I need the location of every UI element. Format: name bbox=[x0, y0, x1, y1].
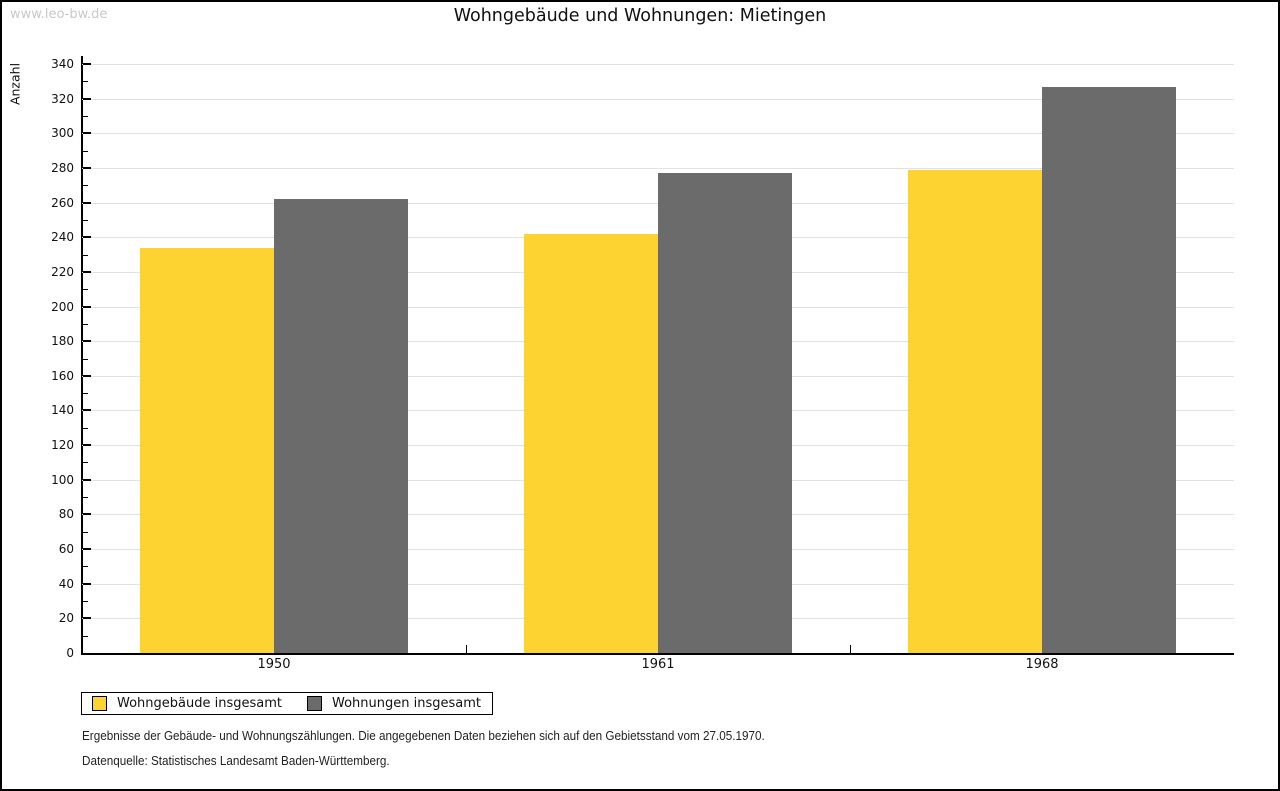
footnote-source-note: Ergebnisse der Gebäude- und Wohnungszähl… bbox=[82, 728, 765, 743]
bar-wohnungen-1961 bbox=[658, 173, 792, 653]
y-minor-tick bbox=[83, 254, 88, 256]
legend-swatch-wohngebaeude bbox=[92, 696, 107, 711]
y-minor-tick bbox=[83, 393, 88, 395]
y-minor-tick bbox=[83, 566, 88, 568]
y-major-tick bbox=[83, 374, 91, 377]
y-minor-tick bbox=[83, 185, 88, 187]
chart-title: Wohngebäude und Wohnungen: Mietingen bbox=[453, 6, 827, 26]
y-minor-tick bbox=[83, 323, 88, 325]
gridline bbox=[82, 133, 1234, 135]
y-axis-tick-label: 160 bbox=[51, 368, 74, 383]
y-major-tick bbox=[83, 444, 91, 447]
y-major-tick bbox=[83, 617, 91, 620]
y-major-tick bbox=[83, 63, 91, 65]
y-axis-tick-label: 60 bbox=[58, 542, 74, 557]
y-minor-tick bbox=[83, 150, 88, 152]
y-minor-tick bbox=[83, 358, 88, 360]
gridline bbox=[82, 98, 1234, 100]
y-axis-tick-label: 320 bbox=[51, 91, 74, 106]
y-minor-tick bbox=[83, 219, 88, 221]
y-major-tick bbox=[83, 132, 91, 135]
y-minor-tick bbox=[83, 81, 88, 83]
y-major-tick bbox=[83, 582, 91, 585]
y-major-tick bbox=[83, 478, 91, 481]
x-axis-category-label: 1950 bbox=[257, 657, 291, 672]
legend-label-wohngebaeude: Wohngebäude insgesamt bbox=[117, 696, 282, 711]
footnote-data-source: Datenquelle: Statistisches Landesamt Bad… bbox=[82, 753, 390, 768]
y-axis-tick-label: 240 bbox=[51, 230, 74, 245]
y-minor-tick bbox=[83, 531, 88, 533]
y-major-tick bbox=[83, 548, 91, 551]
bar-wohngebaeude-1968 bbox=[908, 169, 1042, 653]
x-axis-category-label: 1968 bbox=[1025, 657, 1059, 672]
y-major-tick bbox=[83, 305, 91, 308]
y-minor-tick bbox=[83, 427, 88, 429]
bar-wohngebaeude-1950 bbox=[140, 247, 274, 653]
legend: Wohngebäude insgesamt Wohnungen insgesam… bbox=[81, 692, 493, 715]
y-major-tick bbox=[83, 270, 91, 273]
y-major-tick bbox=[83, 340, 91, 343]
y-axis-tick-label: 20 bbox=[58, 611, 74, 626]
x-tick bbox=[850, 645, 851, 653]
gridline bbox=[82, 167, 1234, 169]
y-axis-tick-label: 340 bbox=[51, 57, 74, 71]
x-axis-category-label: 1961 bbox=[641, 657, 675, 672]
legend-item-wohngebaeude: Wohngebäude insgesamt bbox=[92, 696, 282, 711]
gridline bbox=[82, 64, 1234, 65]
y-major-tick bbox=[83, 166, 91, 169]
y-axis-tick-label: 200 bbox=[51, 299, 74, 314]
watermark: www.leo-bw.de bbox=[10, 7, 108, 22]
x-tick bbox=[466, 645, 467, 653]
y-axis-tick-label: 0 bbox=[66, 646, 74, 660]
legend-label-wohnungen: Wohnungen insgesamt bbox=[332, 696, 481, 711]
y-axis-tick-label: 40 bbox=[58, 576, 74, 591]
y-axis-tick-label: 180 bbox=[51, 334, 74, 349]
y-axis-tick-label: 120 bbox=[51, 438, 74, 453]
y-axis-tick-label: 80 bbox=[58, 507, 74, 522]
y-axis-tick-label: 300 bbox=[51, 126, 74, 141]
y-axis-line bbox=[81, 56, 83, 654]
plot-area bbox=[82, 64, 1234, 653]
x-axis-line bbox=[81, 653, 1234, 655]
y-minor-tick bbox=[83, 289, 88, 291]
bar-wohngebaeude-1961 bbox=[524, 233, 658, 653]
y-axis-tick-label: 260 bbox=[51, 195, 74, 210]
y-major-tick bbox=[83, 97, 91, 100]
y-major-tick bbox=[83, 236, 91, 239]
y-axis-tick-label: 220 bbox=[51, 264, 74, 279]
y-minor-tick bbox=[83, 635, 88, 637]
y-major-tick bbox=[83, 409, 91, 412]
y-major-tick bbox=[83, 201, 91, 204]
y-minor-tick bbox=[83, 601, 88, 603]
legend-swatch-wohnungen bbox=[307, 696, 322, 711]
y-axis-tick-label: 280 bbox=[51, 160, 74, 175]
y-minor-tick bbox=[83, 497, 88, 499]
y-axis-tick-label: 100 bbox=[51, 472, 74, 487]
legend-item-wohnungen: Wohnungen insgesamt bbox=[307, 696, 481, 711]
y-major-tick bbox=[83, 513, 91, 516]
y-minor-tick bbox=[83, 115, 88, 117]
y-minor-tick bbox=[83, 462, 88, 464]
bar-wohnungen-1950 bbox=[274, 199, 408, 653]
y-axis-title: Anzahl bbox=[7, 62, 23, 106]
bar-wohnungen-1968 bbox=[1042, 86, 1176, 653]
y-axis-tick-label: 140 bbox=[51, 403, 74, 418]
